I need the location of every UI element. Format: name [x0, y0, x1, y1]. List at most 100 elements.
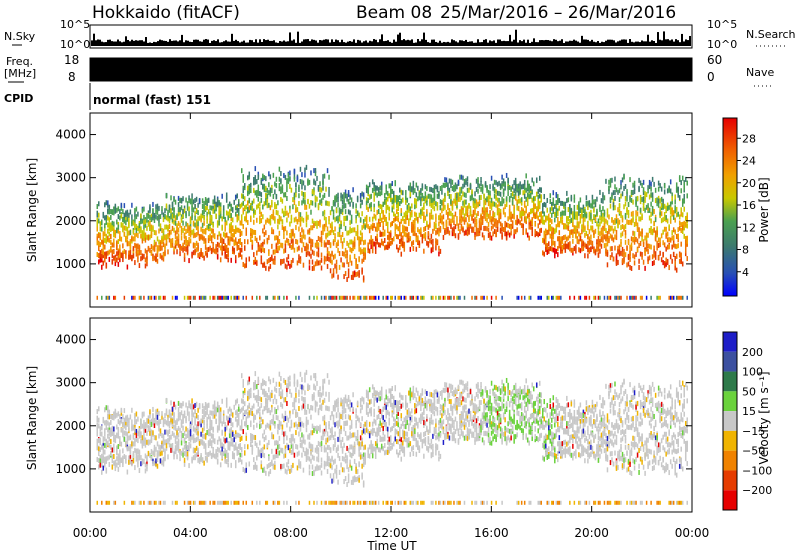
power-point — [438, 221, 440, 227]
power-point — [669, 218, 672, 224]
nsky-bar — [395, 41, 397, 46]
velocity-point — [165, 420, 168, 426]
power-point — [370, 295, 372, 300]
power-point — [278, 219, 281, 225]
nsky-bar — [401, 40, 403, 46]
power-point — [209, 295, 211, 300]
power-point — [548, 248, 550, 254]
nsky-bar — [635, 41, 637, 46]
power-point — [657, 254, 660, 260]
power-point — [302, 180, 305, 186]
velocity-point — [123, 436, 126, 442]
power-point — [528, 212, 530, 218]
power-point — [514, 183, 517, 189]
nsky-bar — [221, 42, 223, 46]
power-point — [283, 248, 285, 254]
power-point — [113, 225, 115, 231]
power-point — [371, 295, 374, 300]
nsky-bar — [363, 41, 365, 46]
power-point — [380, 238, 383, 244]
power-point — [672, 295, 675, 300]
power-point — [347, 199, 350, 205]
power-point — [201, 253, 204, 259]
power-point — [581, 213, 583, 219]
power-point — [274, 235, 276, 241]
power-point — [600, 218, 603, 224]
power-point — [389, 240, 392, 246]
velocity-point — [134, 447, 136, 453]
velocity-point — [143, 500, 145, 505]
power-point — [283, 258, 285, 264]
power-point — [307, 178, 309, 184]
power-point — [114, 254, 117, 260]
power-point — [376, 237, 378, 243]
power-point — [651, 230, 654, 236]
power-point — [423, 211, 425, 217]
power-point — [582, 227, 585, 233]
power-point — [442, 206, 445, 212]
velocity-point — [155, 446, 157, 452]
power-point — [170, 242, 172, 248]
power-point — [176, 249, 178, 255]
power-point — [200, 295, 202, 300]
power-point — [597, 239, 600, 245]
power-point — [554, 247, 556, 253]
power-point — [677, 227, 679, 233]
power-point — [213, 195, 216, 201]
power-point — [582, 213, 585, 219]
power-point — [129, 253, 132, 259]
power-point — [224, 216, 226, 222]
power-point — [177, 220, 180, 226]
power-point — [228, 236, 231, 242]
power-point — [608, 224, 610, 230]
velocity-point — [132, 500, 135, 505]
power-point — [415, 237, 418, 243]
velocity-point — [96, 445, 99, 451]
velocity-point — [113, 437, 115, 443]
power-point — [508, 185, 511, 191]
velocity-point — [146, 418, 148, 424]
power-point — [584, 253, 586, 259]
power-point — [237, 199, 240, 205]
velocity-point — [150, 500, 153, 505]
power-point — [635, 295, 637, 300]
power-point — [505, 202, 508, 208]
power-point — [483, 210, 485, 216]
station-title: Hokkaido (fitACF) — [92, 3, 240, 23]
power-point — [439, 218, 442, 224]
power-point — [558, 241, 561, 247]
power-point — [641, 252, 643, 258]
power-point — [337, 192, 339, 198]
power-point — [514, 195, 517, 201]
power-point — [316, 243, 318, 249]
power-point — [99, 226, 102, 232]
power-point — [659, 183, 661, 189]
velocity-point — [149, 500, 151, 505]
power-point — [152, 225, 154, 231]
power-point — [596, 208, 598, 214]
power-point — [101, 254, 103, 260]
power-point — [293, 176, 296, 182]
power-point — [183, 208, 186, 214]
power-point — [415, 295, 418, 300]
power-point — [498, 208, 500, 214]
power-point — [322, 194, 324, 200]
power-point — [414, 197, 416, 203]
power-point — [228, 227, 231, 233]
power-point — [206, 218, 208, 224]
nsky-bar — [97, 39, 99, 46]
power-point — [611, 177, 613, 183]
power-point — [346, 215, 348, 221]
power-point — [224, 233, 226, 239]
nsky-bar — [443, 41, 445, 46]
power-point — [520, 216, 523, 222]
power-point — [290, 234, 293, 240]
power-point — [520, 197, 523, 203]
power-point — [98, 233, 100, 239]
power-point — [227, 215, 229, 221]
velocity-point — [143, 440, 145, 446]
power-point — [614, 295, 616, 300]
power-point — [98, 259, 100, 265]
nsky-bar — [533, 38, 535, 46]
velocity-point — [104, 449, 106, 455]
